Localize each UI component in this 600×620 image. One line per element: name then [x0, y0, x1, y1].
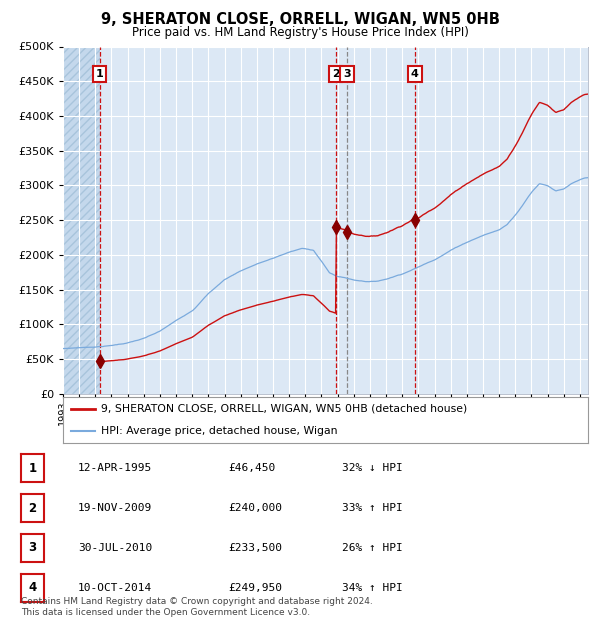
Text: 19-NOV-2009: 19-NOV-2009 [78, 503, 152, 513]
Text: 2: 2 [28, 502, 37, 515]
Text: £240,000: £240,000 [228, 503, 282, 513]
Text: HPI: Average price, detached house, Wigan: HPI: Average price, detached house, Wiga… [101, 426, 337, 436]
Text: 26% ↑ HPI: 26% ↑ HPI [342, 543, 403, 553]
Text: 30-JUL-2010: 30-JUL-2010 [78, 543, 152, 553]
Text: 33% ↑ HPI: 33% ↑ HPI [342, 503, 403, 513]
Text: 9, SHERATON CLOSE, ORRELL, WIGAN, WN5 0HB (detached house): 9, SHERATON CLOSE, ORRELL, WIGAN, WN5 0H… [101, 404, 467, 414]
Text: 10-OCT-2014: 10-OCT-2014 [78, 583, 152, 593]
Text: £46,450: £46,450 [228, 463, 275, 473]
Text: 4: 4 [411, 69, 419, 79]
Text: £249,950: £249,950 [228, 583, 282, 593]
Text: £233,500: £233,500 [228, 543, 282, 553]
Text: Price paid vs. HM Land Registry's House Price Index (HPI): Price paid vs. HM Land Registry's House … [131, 26, 469, 39]
Text: 32% ↓ HPI: 32% ↓ HPI [342, 463, 403, 473]
Text: 3: 3 [28, 541, 37, 554]
Text: 9, SHERATON CLOSE, ORRELL, WIGAN, WN5 0HB: 9, SHERATON CLOSE, ORRELL, WIGAN, WN5 0H… [101, 12, 499, 27]
Text: 1: 1 [96, 69, 104, 79]
Text: 1: 1 [28, 462, 37, 475]
Text: 34% ↑ HPI: 34% ↑ HPI [342, 583, 403, 593]
Text: 2: 2 [332, 69, 340, 79]
Text: 3: 3 [343, 69, 351, 79]
Text: 4: 4 [28, 581, 37, 594]
Text: Contains HM Land Registry data © Crown copyright and database right 2024.
This d: Contains HM Land Registry data © Crown c… [21, 598, 373, 617]
Text: 12-APR-1995: 12-APR-1995 [78, 463, 152, 473]
